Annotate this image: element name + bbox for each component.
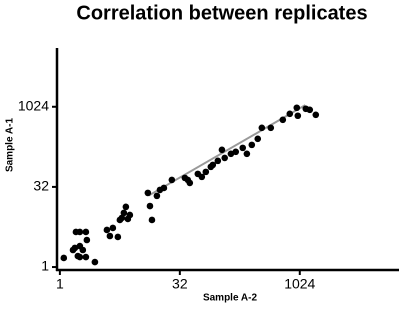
point (106, 232, 114, 240)
point (258, 124, 266, 132)
point (232, 148, 240, 156)
point (144, 189, 152, 197)
point (198, 173, 206, 181)
x-axis-label: Sample A-2 (203, 293, 258, 304)
point (218, 146, 226, 154)
point (76, 253, 84, 261)
point (306, 106, 314, 114)
point (79, 246, 87, 254)
point (243, 150, 251, 158)
point (122, 203, 130, 211)
chart-title: Correlation between replicates (76, 2, 367, 24)
point (146, 202, 154, 210)
point (186, 179, 194, 187)
point (114, 233, 122, 241)
point (279, 116, 287, 124)
point (91, 258, 99, 266)
y-tick-label: 1024 (18, 97, 49, 113)
point (120, 209, 128, 217)
x-tick-label: 1024 (284, 276, 315, 292)
point (69, 246, 77, 254)
point (82, 253, 90, 261)
point (312, 111, 320, 119)
point (60, 254, 68, 262)
point (294, 112, 302, 120)
point (83, 236, 91, 244)
point (153, 192, 161, 200)
point (76, 228, 84, 236)
point (293, 104, 301, 112)
point (209, 161, 217, 169)
point (168, 176, 176, 184)
point (286, 110, 294, 118)
point (109, 224, 117, 232)
point (160, 184, 168, 192)
y-axis-label: Sample A-1 (5, 118, 16, 173)
y-tick-label: 1 (41, 258, 49, 274)
point (202, 168, 210, 176)
y-tick-label: 32 (33, 178, 49, 194)
point (126, 211, 134, 219)
point (254, 135, 262, 143)
point (148, 216, 156, 224)
point (267, 124, 275, 132)
x-tick-label: 1 (56, 276, 64, 292)
point (214, 157, 222, 165)
point (103, 226, 111, 234)
x-tick-label: 32 (172, 276, 188, 292)
point (239, 144, 247, 152)
point (82, 228, 90, 236)
point (248, 141, 256, 149)
point (118, 214, 126, 222)
point (221, 154, 229, 162)
